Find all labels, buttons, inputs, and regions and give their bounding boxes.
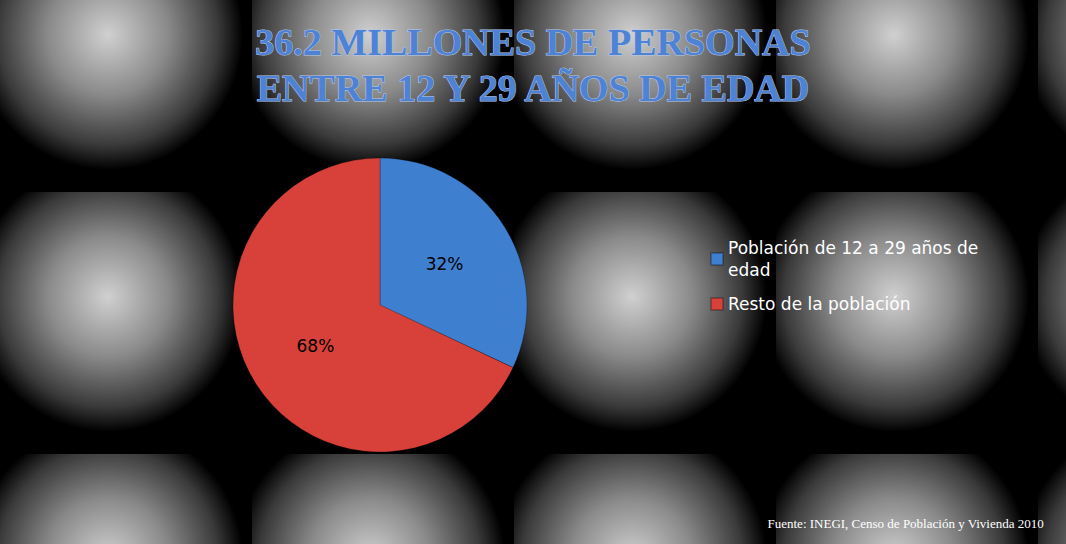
svg-text:36.2 MILLONES DE PERSONAS: 36.2 MILLONES DE PERSONAS [255, 21, 810, 63]
svg-text:32%: 32% [426, 254, 464, 274]
svg-text:edad: edad [728, 260, 770, 280]
svg-text:Población de 12 a 29 años de: Población de 12 a 29 años de [728, 238, 984, 258]
svg-text:68%: 68% [297, 336, 335, 356]
svg-text:Resto de la población: Resto de la población [728, 294, 910, 314]
svg-text:Fuente: INEGI, Censo de Poblac: Fuente: INEGI, Censo de Población y Vivi… [767, 516, 1043, 531]
svg-text:ENTRE 12 Y 29 AÑOS DE EDAD: ENTRE 12 Y 29 AÑOS DE EDAD [257, 67, 809, 109]
